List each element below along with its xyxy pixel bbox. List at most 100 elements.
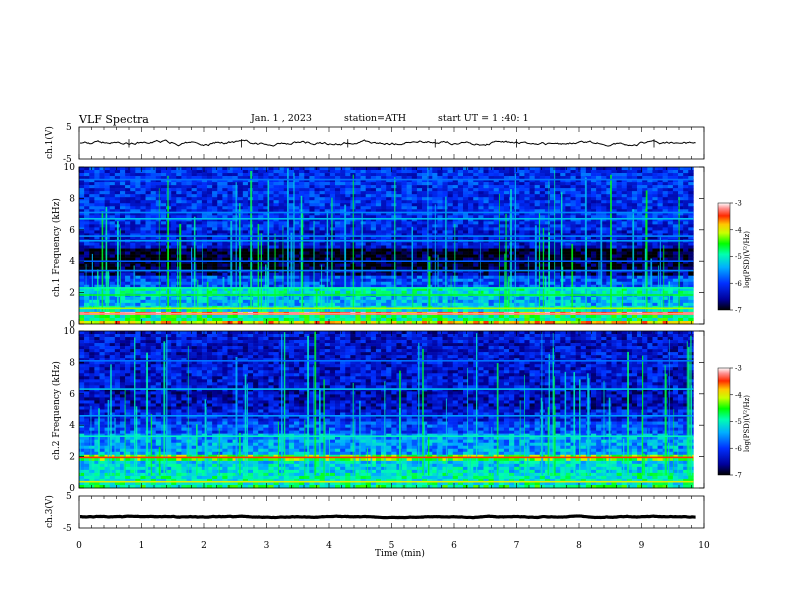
spectrogram-cell [417,194,422,197]
spectrogram-cell [79,273,84,276]
spectrogram-cell [478,267,483,270]
spectrogram-cell [576,276,581,279]
spectrogram-cell [453,242,458,245]
spectrogram-cell [422,167,427,170]
spectrogram-cell [130,206,135,209]
spectrogram-cell [443,188,448,191]
spectrogram-cell [89,191,94,194]
spectrogram-cell [658,224,663,227]
spectrogram-cell [555,224,560,227]
spectrogram-cell [99,194,104,197]
spectrogram-cell [647,224,652,227]
spectrogram-cell [396,185,401,188]
spectrogram-cell [268,221,273,224]
spectrogram-cell [243,227,248,230]
spectrogram-cell [688,242,693,245]
spectrogram-cell [309,167,314,170]
spectrogram-cell [120,170,125,173]
spectrogram-cell [668,221,673,224]
spectrogram-cell [151,197,156,200]
spectrogram-cell [217,197,222,200]
spectrogram-cell [294,167,299,170]
spectrogram-cell [683,221,688,224]
spectrogram-cell [386,252,391,255]
spectrogram-cell [437,167,442,170]
spectrogram-cell [489,206,494,209]
spectrogram-cell [94,267,99,270]
spectrogram-cell [371,291,376,294]
spectrogram-cell [171,255,176,258]
spectrogram-cell [473,191,478,194]
spectrogram-cell [688,197,693,200]
spectrogram-cell [617,282,622,285]
spectrogram-cell [565,203,570,206]
spectrogram-cell [376,206,381,209]
spectrogram-cell [473,182,478,185]
spectrogram-cell [652,203,657,206]
spectrogram-cell [151,279,156,282]
spectrogram-cell [79,249,84,252]
spectrogram-cell [207,255,212,258]
spectrogram-cell [668,185,673,188]
spectrogram-cell [504,191,509,194]
spectrogram-cell [315,227,320,230]
spectrogram-cell [683,173,688,176]
spectrogram-cell [233,206,238,209]
spectrogram-cell [637,191,642,194]
spectrogram-cell [668,170,673,173]
spectrogram-cell [99,188,104,191]
spectrogram-cell [407,194,412,197]
spectrogram-cell [315,236,320,239]
spectrogram-cell [371,206,376,209]
spectrogram-cell [540,230,545,233]
spectrogram-cell [627,191,632,194]
spectrogram-cell [146,227,151,230]
spectrogram-cell [658,185,663,188]
spectrogram-cell [668,173,673,176]
spectrogram-cell [227,188,232,191]
spectrogram-cell [202,227,207,230]
spectrogram-cell [166,200,171,203]
spectrogram-cell [417,282,422,285]
spectrogram-cell [668,282,673,285]
spectrogram-cell [279,221,284,224]
spectrogram-cell [335,170,340,173]
spectrogram-cell [417,197,422,200]
spectrogram-cell [494,267,499,270]
spectrogram-cell [253,173,258,176]
spectrogram-cell [355,267,360,270]
spectrogram-cell [222,267,227,270]
spectrogram-cell [243,264,248,267]
spectrogram-cell [386,242,391,245]
spectrogram-cell [115,167,120,170]
spectrogram-cell [448,197,453,200]
spectrogram-cell [386,230,391,233]
spectrogram-cell [110,167,115,170]
spectrogram-cell [555,167,560,170]
spectrogram-cell [663,230,668,233]
spectrogram-cell [402,255,407,258]
spectrogram-cell [135,276,140,279]
spectrogram-cell [376,221,381,224]
spectrogram-cell [489,170,494,173]
spectrogram-cell [125,246,130,249]
spectrogram-cell [591,227,596,230]
spectrogram-cell [304,206,309,209]
spectrogram-cell [647,252,652,255]
spectrogram-cell [581,170,586,173]
spectrogram-cell [448,227,453,230]
spectrogram-cell [258,188,263,191]
spectrogram-cell [658,167,663,170]
spectrogram-cell [335,221,340,224]
spectrogram-cell [371,255,376,258]
spectrogram-cell [473,279,478,282]
spectrogram-cell [335,230,340,233]
spectrogram-cell [524,282,529,285]
spectrogram-cell [443,173,448,176]
spectrogram-cell [166,197,171,200]
spectrogram-cell [617,203,622,206]
spectrogram-cell [407,276,412,279]
spectrogram-cell [233,276,238,279]
spectrogram-cell [187,203,192,206]
spectrogram-cell [253,194,258,197]
